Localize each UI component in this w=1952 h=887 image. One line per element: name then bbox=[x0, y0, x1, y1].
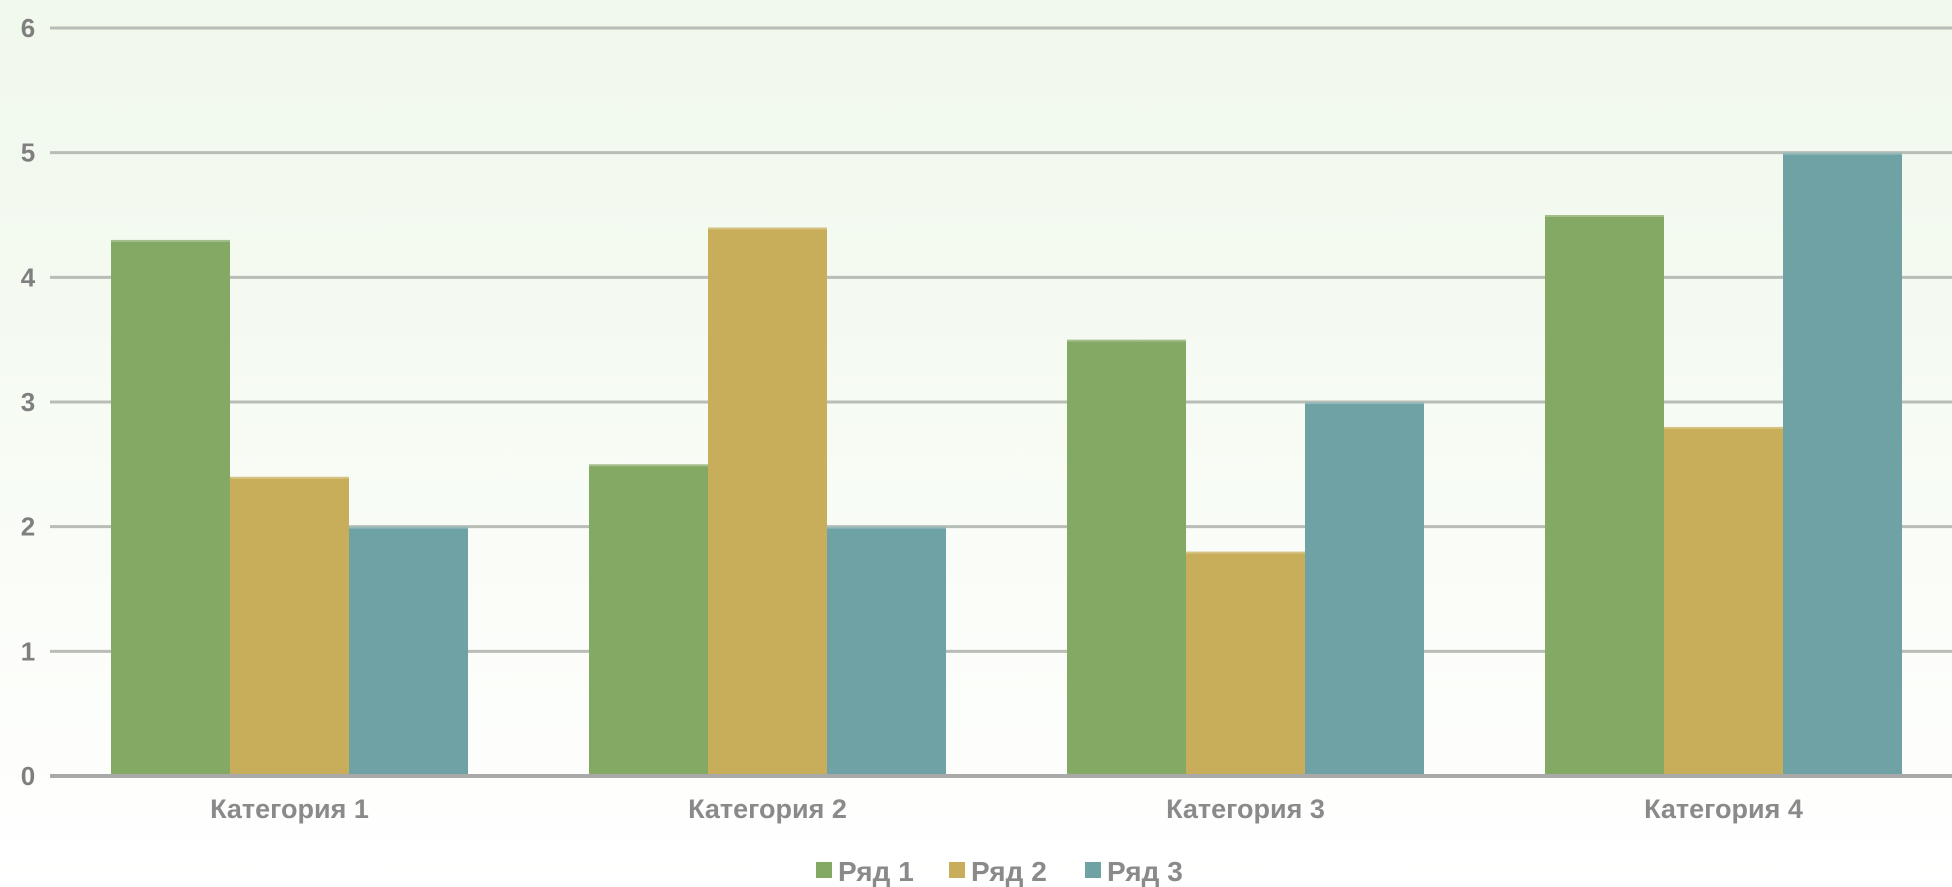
y-tick-label: 5 bbox=[21, 138, 35, 168]
bar bbox=[1664, 426, 1783, 776]
bar bbox=[589, 464, 708, 776]
x-tick-label: Категория 3 bbox=[1166, 794, 1325, 824]
bar bbox=[1305, 402, 1424, 776]
bar bbox=[1783, 152, 1902, 776]
bar bbox=[1186, 551, 1305, 776]
bar bbox=[230, 476, 349, 776]
legend-swatch bbox=[949, 862, 965, 878]
bars bbox=[111, 152, 1902, 776]
legend-label: Ряд 2 bbox=[971, 856, 1047, 887]
y-tick-label: 1 bbox=[21, 636, 35, 666]
legend-label: Ряд 3 bbox=[1107, 856, 1183, 887]
legend-swatch bbox=[1085, 862, 1101, 878]
y-tick-label: 6 bbox=[21, 13, 35, 43]
y-tick-label: 4 bbox=[21, 262, 36, 292]
y-tick-label: 2 bbox=[21, 512, 35, 542]
legend-label: Ряд 1 bbox=[838, 856, 914, 887]
bar bbox=[111, 239, 230, 776]
x-tick-label: Категория 1 bbox=[210, 794, 369, 824]
bar bbox=[1067, 339, 1186, 776]
legend: Ряд 1 Ряд 2 Ряд 3 bbox=[816, 856, 1183, 887]
x-tick-label: Категория 4 bbox=[1644, 794, 1803, 824]
y-tick-label: 3 bbox=[21, 387, 35, 417]
y-tick-label: 0 bbox=[21, 761, 35, 791]
bar bbox=[708, 227, 827, 776]
x-tick-label: Категория 2 bbox=[688, 794, 847, 824]
bar bbox=[827, 526, 946, 776]
axes: 0 1 2 3 4 5 6 Категория 1 Категория 2 Категория 3… bbox=[21, 13, 1952, 824]
bar bbox=[349, 526, 468, 776]
legend-swatch bbox=[816, 862, 832, 878]
bar bbox=[1545, 215, 1664, 776]
